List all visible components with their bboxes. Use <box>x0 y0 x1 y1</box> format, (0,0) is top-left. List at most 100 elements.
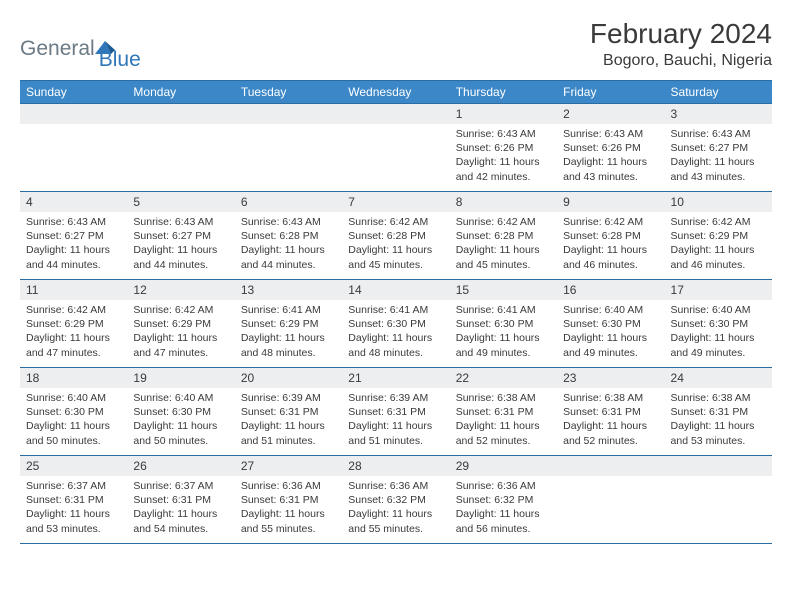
weekday-header: Friday <box>557 81 664 104</box>
calendar-cell: 5Sunrise: 6:43 AMSunset: 6:27 PMDaylight… <box>127 192 234 280</box>
day-details: Sunrise: 6:39 AMSunset: 6:31 PMDaylight:… <box>235 388 342 451</box>
day-number: 15 <box>450 280 557 300</box>
day-number: 13 <box>235 280 342 300</box>
weekday-header: Monday <box>127 81 234 104</box>
calendar-cell: 28Sunrise: 6:36 AMSunset: 6:32 PMDayligh… <box>342 456 449 544</box>
day-number: 2 <box>557 104 664 124</box>
day-number: 7 <box>342 192 449 212</box>
day-details: Sunrise: 6:43 AMSunset: 6:27 PMDaylight:… <box>20 212 127 275</box>
calendar-body: 1Sunrise: 6:43 AMSunset: 6:26 PMDaylight… <box>20 104 772 544</box>
calendar-cell: 14Sunrise: 6:41 AMSunset: 6:30 PMDayligh… <box>342 280 449 368</box>
calendar-cell: 27Sunrise: 6:36 AMSunset: 6:31 PMDayligh… <box>235 456 342 544</box>
day-details: Sunrise: 6:40 AMSunset: 6:30 PMDaylight:… <box>557 300 664 363</box>
weekday-header: Saturday <box>665 81 772 104</box>
day-details: Sunrise: 6:42 AMSunset: 6:29 PMDaylight:… <box>665 212 772 275</box>
calendar-cell: 15Sunrise: 6:41 AMSunset: 6:30 PMDayligh… <box>450 280 557 368</box>
calendar-cell <box>665 456 772 544</box>
day-details: Sunrise: 6:36 AMSunset: 6:32 PMDaylight:… <box>342 476 449 539</box>
calendar-week-row: 18Sunrise: 6:40 AMSunset: 6:30 PMDayligh… <box>20 368 772 456</box>
calendar-table: SundayMondayTuesdayWednesdayThursdayFrid… <box>20 80 772 544</box>
day-number: 10 <box>665 192 772 212</box>
day-number: 19 <box>127 368 234 388</box>
day-details: Sunrise: 6:40 AMSunset: 6:30 PMDaylight:… <box>665 300 772 363</box>
day-details: Sunrise: 6:43 AMSunset: 6:28 PMDaylight:… <box>235 212 342 275</box>
weekday-header: Tuesday <box>235 81 342 104</box>
calendar-week-row: 25Sunrise: 6:37 AMSunset: 6:31 PMDayligh… <box>20 456 772 544</box>
day-number: 20 <box>235 368 342 388</box>
day-details: Sunrise: 6:40 AMSunset: 6:30 PMDaylight:… <box>20 388 127 451</box>
brand-text-blue: Blue <box>99 48 141 72</box>
calendar-cell: 25Sunrise: 6:37 AMSunset: 6:31 PMDayligh… <box>20 456 127 544</box>
day-details: Sunrise: 6:42 AMSunset: 6:28 PMDaylight:… <box>342 212 449 275</box>
day-number: 21 <box>342 368 449 388</box>
day-number: 14 <box>342 280 449 300</box>
day-details: Sunrise: 6:42 AMSunset: 6:29 PMDaylight:… <box>127 300 234 363</box>
day-number: 28 <box>342 456 449 476</box>
calendar-cell: 18Sunrise: 6:40 AMSunset: 6:30 PMDayligh… <box>20 368 127 456</box>
day-number-empty <box>665 456 772 476</box>
day-number: 6 <box>235 192 342 212</box>
calendar-cell: 29Sunrise: 6:36 AMSunset: 6:32 PMDayligh… <box>450 456 557 544</box>
day-details: Sunrise: 6:41 AMSunset: 6:29 PMDaylight:… <box>235 300 342 363</box>
day-number: 18 <box>20 368 127 388</box>
day-number: 17 <box>665 280 772 300</box>
calendar-cell <box>342 104 449 192</box>
day-number: 8 <box>450 192 557 212</box>
location-text: Bogoro, Bauchi, Nigeria <box>590 52 772 70</box>
weekday-header: Sunday <box>20 81 127 104</box>
calendar-cell: 10Sunrise: 6:42 AMSunset: 6:29 PMDayligh… <box>665 192 772 280</box>
day-number-empty <box>127 104 234 124</box>
calendar-cell: 20Sunrise: 6:39 AMSunset: 6:31 PMDayligh… <box>235 368 342 456</box>
calendar-cell: 1Sunrise: 6:43 AMSunset: 6:26 PMDaylight… <box>450 104 557 192</box>
day-details: Sunrise: 6:43 AMSunset: 6:26 PMDaylight:… <box>557 124 664 187</box>
calendar-cell: 26Sunrise: 6:37 AMSunset: 6:31 PMDayligh… <box>127 456 234 544</box>
calendar-week-row: 1Sunrise: 6:43 AMSunset: 6:26 PMDaylight… <box>20 104 772 192</box>
day-details: Sunrise: 6:41 AMSunset: 6:30 PMDaylight:… <box>342 300 449 363</box>
calendar-cell: 22Sunrise: 6:38 AMSunset: 6:31 PMDayligh… <box>450 368 557 456</box>
day-number-empty <box>342 104 449 124</box>
day-number: 5 <box>127 192 234 212</box>
calendar-cell <box>20 104 127 192</box>
calendar-cell: 17Sunrise: 6:40 AMSunset: 6:30 PMDayligh… <box>665 280 772 368</box>
day-number: 9 <box>557 192 664 212</box>
calendar-cell: 21Sunrise: 6:39 AMSunset: 6:31 PMDayligh… <box>342 368 449 456</box>
title-block: February 2024 Bogoro, Bauchi, Nigeria <box>590 18 772 70</box>
day-details: Sunrise: 6:38 AMSunset: 6:31 PMDaylight:… <box>665 388 772 451</box>
day-details: Sunrise: 6:38 AMSunset: 6:31 PMDaylight:… <box>557 388 664 451</box>
calendar-cell: 19Sunrise: 6:40 AMSunset: 6:30 PMDayligh… <box>127 368 234 456</box>
calendar-week-row: 11Sunrise: 6:42 AMSunset: 6:29 PMDayligh… <box>20 280 772 368</box>
calendar-cell: 16Sunrise: 6:40 AMSunset: 6:30 PMDayligh… <box>557 280 664 368</box>
day-number-empty <box>20 104 127 124</box>
calendar-week-row: 4Sunrise: 6:43 AMSunset: 6:27 PMDaylight… <box>20 192 772 280</box>
calendar-cell: 8Sunrise: 6:42 AMSunset: 6:28 PMDaylight… <box>450 192 557 280</box>
day-number: 22 <box>450 368 557 388</box>
day-details: Sunrise: 6:36 AMSunset: 6:32 PMDaylight:… <box>450 476 557 539</box>
day-details: Sunrise: 6:42 AMSunset: 6:29 PMDaylight:… <box>20 300 127 363</box>
calendar-cell <box>235 104 342 192</box>
calendar-cell: 13Sunrise: 6:41 AMSunset: 6:29 PMDayligh… <box>235 280 342 368</box>
day-number: 29 <box>450 456 557 476</box>
calendar-cell: 23Sunrise: 6:38 AMSunset: 6:31 PMDayligh… <box>557 368 664 456</box>
calendar-cell <box>127 104 234 192</box>
day-number: 4 <box>20 192 127 212</box>
day-details: Sunrise: 6:40 AMSunset: 6:30 PMDaylight:… <box>127 388 234 451</box>
day-number: 23 <box>557 368 664 388</box>
month-title: February 2024 <box>590 18 772 50</box>
calendar-cell <box>557 456 664 544</box>
day-number: 11 <box>20 280 127 300</box>
weekday-header: Thursday <box>450 81 557 104</box>
day-details: Sunrise: 6:36 AMSunset: 6:31 PMDaylight:… <box>235 476 342 539</box>
day-number: 1 <box>450 104 557 124</box>
calendar-cell: 2Sunrise: 6:43 AMSunset: 6:26 PMDaylight… <box>557 104 664 192</box>
weekday-header-row: SundayMondayTuesdayWednesdayThursdayFrid… <box>20 81 772 104</box>
day-number-empty <box>235 104 342 124</box>
day-number: 24 <box>665 368 772 388</box>
day-details: Sunrise: 6:43 AMSunset: 6:26 PMDaylight:… <box>450 124 557 187</box>
day-details: Sunrise: 6:37 AMSunset: 6:31 PMDaylight:… <box>20 476 127 539</box>
calendar-cell: 6Sunrise: 6:43 AMSunset: 6:28 PMDaylight… <box>235 192 342 280</box>
day-number: 12 <box>127 280 234 300</box>
header: General Blue February 2024 Bogoro, Bauch… <box>20 18 772 72</box>
day-details: Sunrise: 6:37 AMSunset: 6:31 PMDaylight:… <box>127 476 234 539</box>
calendar-cell: 12Sunrise: 6:42 AMSunset: 6:29 PMDayligh… <box>127 280 234 368</box>
day-number: 27 <box>235 456 342 476</box>
